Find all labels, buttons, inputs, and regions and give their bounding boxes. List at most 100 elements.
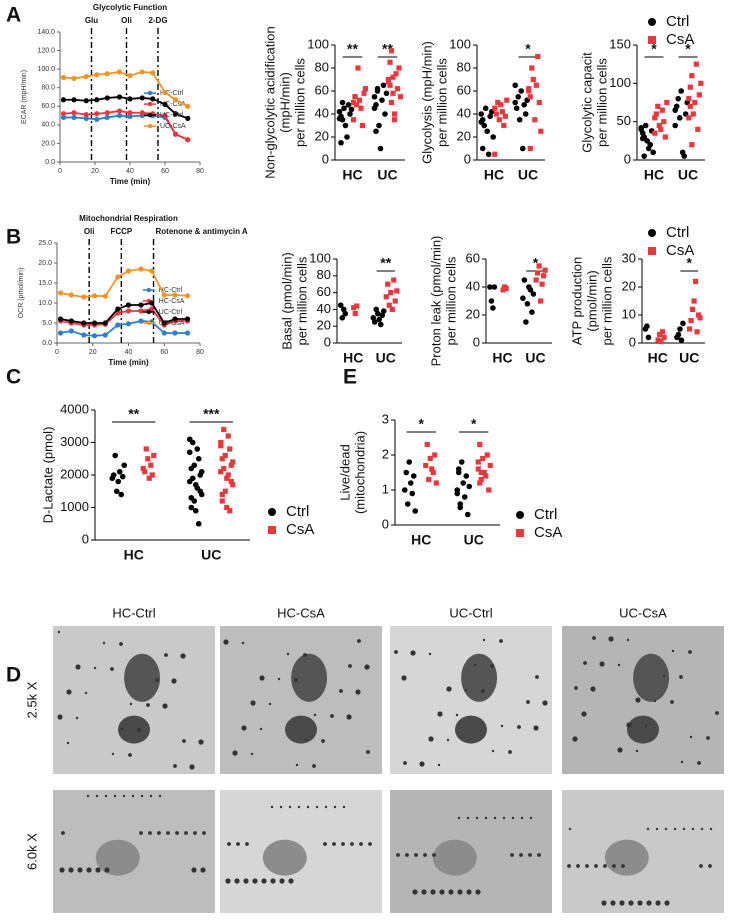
granule	[146, 703, 150, 707]
row-label: 6.0k X	[24, 833, 39, 870]
data-point	[218, 469, 224, 475]
data-point	[342, 310, 349, 317]
granule	[635, 749, 639, 753]
data-point	[479, 145, 486, 152]
significance-label: *	[685, 41, 691, 57]
data-point	[345, 102, 352, 108]
data-point	[397, 94, 404, 100]
data-point	[102, 293, 108, 299]
data-point	[219, 498, 225, 504]
data-point	[533, 82, 539, 88]
data-point	[638, 125, 644, 131]
data-point	[676, 115, 683, 121]
data-point	[162, 101, 168, 108]
legend-label: CsA	[534, 524, 562, 541]
significance-label: **	[347, 41, 358, 57]
data-point	[112, 452, 119, 459]
y-tick-label: 2	[382, 446, 389, 461]
y-tick-label: 20.0	[38, 260, 52, 267]
data-point	[530, 76, 536, 83]
data-point	[644, 138, 650, 144]
data-point	[184, 330, 191, 336]
granule	[241, 725, 247, 731]
cell-nucleus	[118, 715, 150, 744]
data-point	[81, 294, 87, 300]
data-point	[94, 72, 100, 78]
data-point	[139, 110, 145, 116]
data-point	[641, 153, 647, 159]
data-point	[192, 507, 199, 514]
cell-nucleus	[291, 653, 328, 702]
legend-marker	[147, 90, 153, 96]
data-point	[542, 267, 548, 273]
granule	[104, 867, 110, 873]
y-axis-label: Glycolytic capacit	[579, 52, 594, 153]
event-label: Glu	[85, 16, 98, 25]
data-point	[661, 334, 667, 340]
data-point	[387, 59, 393, 65]
data-point	[94, 111, 100, 117]
data-point	[687, 84, 693, 90]
granule	[526, 700, 530, 704]
granule	[419, 761, 425, 767]
data-point	[91, 333, 98, 339]
data-point	[404, 501, 411, 507]
granule	[574, 686, 578, 690]
data-point	[520, 295, 526, 302]
x-axis-label: Time (min)	[108, 358, 149, 367]
data-point	[344, 134, 350, 140]
data-point	[140, 465, 146, 472]
granule	[499, 639, 503, 643]
legend-marker	[147, 123, 153, 129]
data-point	[463, 473, 470, 479]
data-point	[536, 99, 542, 106]
granule	[644, 724, 648, 728]
data-point	[521, 277, 528, 283]
granule	[119, 642, 123, 646]
granule	[396, 853, 400, 857]
granule	[171, 678, 177, 684]
granule	[193, 831, 197, 835]
granule	[448, 889, 454, 895]
data-point	[347, 111, 353, 117]
x-axis-label: Time (min)	[110, 177, 151, 186]
granule	[243, 878, 249, 884]
granule	[75, 664, 81, 670]
granule	[689, 735, 693, 739]
data-point	[228, 462, 234, 468]
data-point	[527, 145, 533, 152]
data-point	[348, 106, 355, 113]
x-tick-label: UC	[377, 167, 397, 183]
granule	[198, 739, 204, 745]
data-point	[172, 316, 178, 322]
data-point	[388, 99, 395, 106]
legend-label: Ctrl	[534, 506, 557, 523]
data-point	[455, 466, 462, 472]
y-tick-label: 40	[317, 301, 331, 316]
y-tick-label: 20	[315, 128, 329, 143]
x-tick-label: UC	[376, 350, 396, 366]
data-point	[526, 86, 532, 92]
data-point	[138, 318, 144, 324]
granule	[182, 739, 186, 743]
granule	[225, 878, 231, 884]
legend-marker	[516, 511, 524, 519]
data-point	[382, 111, 388, 117]
data-point	[527, 94, 533, 100]
granule	[428, 652, 432, 656]
y-tick-label: 100.0	[37, 66, 55, 73]
data-point	[688, 318, 694, 324]
granule	[223, 639, 229, 645]
data-point	[458, 459, 465, 465]
x-tick-label: HC	[644, 167, 664, 183]
data-point	[650, 149, 656, 156]
data-point	[678, 88, 684, 94]
data-point	[127, 113, 133, 120]
granule	[86, 794, 90, 798]
granule	[466, 816, 470, 820]
data-point	[529, 65, 535, 71]
significance-label: *	[533, 255, 539, 271]
granule	[533, 725, 539, 731]
granule	[332, 842, 336, 846]
granule	[279, 805, 283, 809]
